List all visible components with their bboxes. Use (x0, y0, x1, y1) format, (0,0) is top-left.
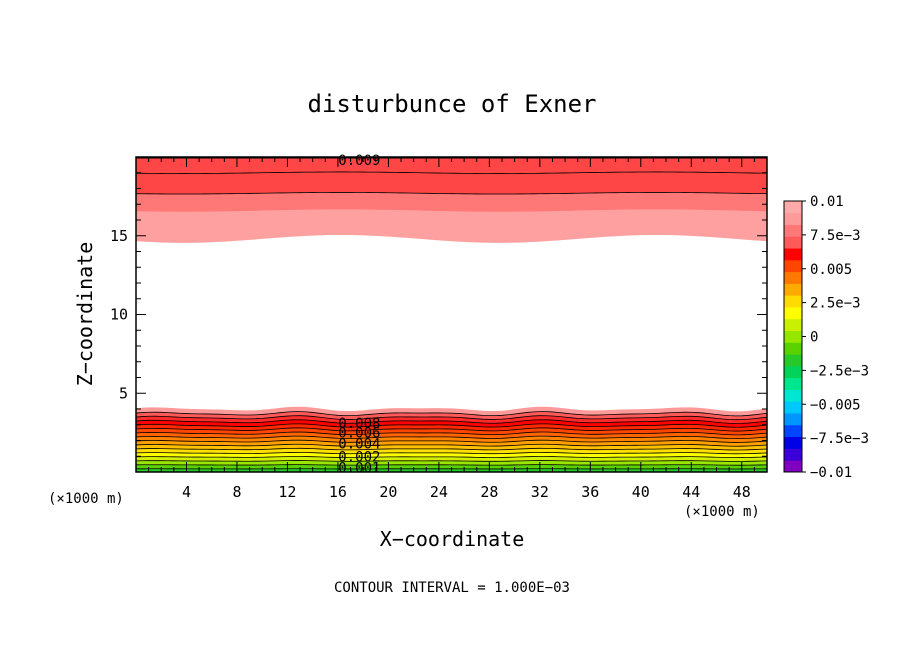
contour-interval-note: CONTOUR INTERVAL = 1.000E−03 (334, 580, 570, 596)
y-axis-ticks: 5 10 15 (110, 156, 767, 473)
contour-line-0.0095-mark (136, 171, 767, 174)
contour-line-0.006-mark (136, 427, 767, 432)
colorbar-swatch (784, 259, 802, 273)
colorbar-swatch (784, 283, 802, 296)
x-tick-label: 44 (682, 483, 700, 501)
colorbar-swatch (784, 271, 802, 284)
y-tick-label: 10 (110, 306, 128, 324)
contour-label: 0.009 (338, 153, 380, 169)
colorbar-swatch (784, 436, 802, 449)
contour-line-0.009-mark (136, 192, 767, 195)
colorbar-label: −2.5e−3 (810, 363, 869, 379)
colorbar: 0.01 7.5e−3 0.005 2.5e−3 0 −2.5e−3 −0.005 −7.5e… (783, 194, 869, 481)
colorbar-swatch (784, 295, 802, 308)
contour-line-0.0055-mark (136, 431, 767, 436)
colorbar-swatch (784, 424, 802, 438)
top-band-0.0095-mark (136, 157, 767, 195)
x-axis-unit-right: (×1000 m) (684, 504, 760, 520)
x-tick-label: 24 (430, 483, 448, 501)
colorbar-swatch (784, 377, 802, 390)
x-axis-ticks: 4 8 12 16 20 24 28 32 36 40 44 48 (135, 157, 768, 501)
colorbar-swatch (784, 318, 802, 332)
x-axis-unit-left: (×1000 m) (48, 491, 124, 507)
contour-label: 0.002 (338, 449, 380, 465)
colorbar-label: 0.01 (810, 194, 844, 210)
colorbar-swatch (784, 413, 802, 426)
contour-line-0.002-mark (136, 460, 767, 462)
x-tick-label: 20 (379, 483, 397, 501)
x-tick-label: 48 (733, 483, 751, 501)
y-axis-title: Z−coordinate (73, 242, 97, 387)
x-tick-label: 28 (480, 483, 498, 501)
chart-title: disturbunce of Exner (308, 90, 597, 118)
colorbar-swatch (784, 307, 802, 320)
y-tick-label: 5 (119, 384, 128, 402)
contour-lines (136, 157, 767, 470)
colorbar-label: 0.005 (810, 262, 852, 278)
colorbar-swatch (784, 342, 802, 355)
x-tick-label: 12 (278, 483, 296, 501)
colorbar-swatch (784, 460, 802, 473)
y-tick-label: 15 (110, 227, 128, 245)
x-tick-label: 16 (329, 483, 347, 501)
colorbar-swatch (784, 330, 802, 343)
contour-label: 0.004 (338, 437, 380, 453)
colorbar-label: −0.01 (810, 465, 852, 481)
contour-line-0.0045-mark (136, 439, 767, 443)
colorbar-swatch (784, 201, 802, 214)
x-tick-label: 4 (182, 483, 191, 501)
contour-line-0.0035-mark (136, 447, 767, 451)
x-tick-label: 32 (531, 483, 549, 501)
contour-line-0.0025-mark (136, 456, 767, 458)
contour-line-0.008-mark (136, 411, 767, 417)
contour-line-0.0065-mark (136, 423, 767, 428)
contour-label: 0.008 (338, 416, 380, 432)
contour-line-0.004-mark (136, 443, 767, 447)
colorbar-swatch (784, 448, 802, 461)
x-tick-label: 40 (632, 483, 650, 501)
colorbar-swatch (784, 401, 802, 414)
contour-line-0.0015-mark (136, 464, 767, 466)
x-tick-label: 36 (581, 483, 599, 501)
contour-label: 0.006 (338, 426, 380, 442)
contour-label: 0.001 (338, 460, 380, 476)
colorbar-label: 7.5e−3 (810, 228, 861, 244)
colorbar-swatch (784, 224, 802, 237)
x-tick-label: 8 (232, 483, 241, 501)
colorbar-label: −0.005 (810, 397, 861, 413)
x-axis-title: X−coordinate (380, 527, 525, 551)
colorbar-label: 2.5e−3 (810, 296, 861, 312)
colorbar-label: 0 (810, 330, 818, 346)
contour-line-0.003-mark (136, 452, 767, 455)
contour-line-0.007-mark (136, 419, 767, 424)
colorbar-swatch (784, 354, 802, 367)
colorbar-swatch (784, 389, 802, 402)
colorbar-swatch (784, 212, 802, 225)
contour-line-0.005-mark (136, 435, 767, 440)
colorbar-label: −7.5e−3 (810, 431, 869, 447)
contour-line-0.0075-mark (136, 415, 767, 421)
colorbar-swatch (784, 248, 802, 261)
colorbar-swatch (784, 365, 802, 379)
colorbar-swatch (784, 236, 802, 249)
